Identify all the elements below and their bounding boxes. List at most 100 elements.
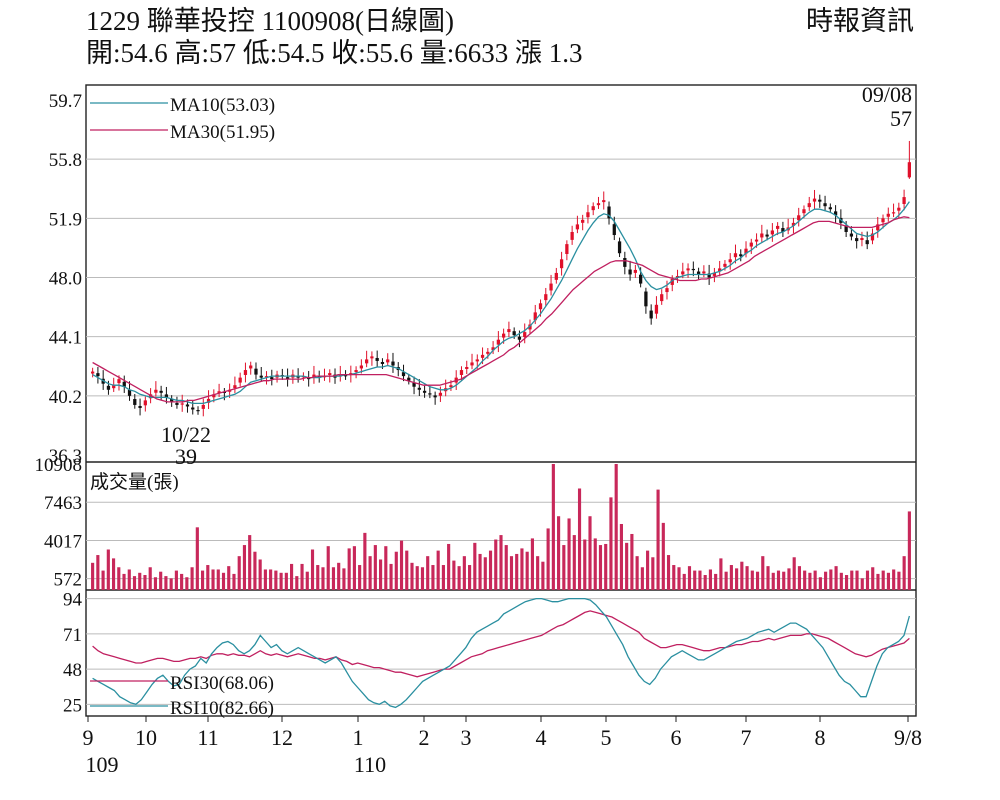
candle-body (517, 336, 522, 340)
candle-body (259, 375, 263, 378)
volume-bar (368, 556, 372, 590)
volume-bar (190, 567, 194, 590)
candle-body (133, 399, 137, 405)
month-label: 5 (601, 725, 612, 750)
volume-bar (855, 570, 859, 590)
volume-bar (651, 557, 655, 590)
volume-bar (619, 523, 623, 590)
volume-bar (405, 550, 409, 590)
candle-body (386, 359, 390, 363)
volume-bar (138, 572, 142, 590)
candle-body (465, 367, 469, 369)
volume-bar (782, 571, 786, 590)
candle-body (164, 394, 169, 398)
candle-body (897, 207, 901, 211)
candle-body (470, 362, 474, 366)
volume-bar (797, 566, 802, 590)
candle-body (212, 394, 216, 398)
volume-bar (321, 567, 325, 590)
volume-bar (420, 567, 425, 590)
volume-bar (536, 556, 540, 590)
candle-body (886, 213, 890, 217)
candle-body (565, 244, 569, 254)
volume-bar (625, 542, 629, 590)
candle-body (538, 303, 543, 310)
price-tick-label: 59.7 (49, 91, 82, 112)
candle-body (744, 248, 748, 254)
volume-bar (263, 569, 267, 590)
candle-body (417, 387, 421, 390)
volume-bar (907, 511, 911, 590)
volume-bar (473, 542, 477, 590)
volume-bar (567, 518, 571, 590)
price-tick-label: 51.9 (49, 209, 82, 230)
month-label: 3 (461, 725, 472, 750)
candle-body (776, 225, 780, 229)
candle-body (312, 374, 316, 378)
volume-bar (494, 539, 498, 590)
candle-body (512, 331, 516, 336)
candle-body (639, 274, 643, 284)
volume-bar (520, 548, 524, 590)
volume-bar (703, 575, 707, 590)
volume-bar (237, 556, 241, 590)
volume-bar (316, 565, 320, 590)
volume-bar (248, 535, 252, 590)
volume-bar (787, 568, 791, 590)
volume-bar (352, 546, 356, 590)
volume-bar (635, 556, 639, 590)
price-tick-label: 55.8 (49, 150, 82, 171)
legend-label: MA10(53.03) (170, 95, 275, 116)
candle-body (486, 351, 490, 354)
candle-body (459, 370, 464, 375)
volume-bar (399, 540, 404, 590)
volume-tick-label: 572 (54, 570, 83, 591)
rsi-legend-label: RSI10(82.66) (170, 698, 274, 719)
volume-bar (127, 569, 131, 590)
volume-bar (379, 559, 383, 590)
candle-body (791, 222, 796, 226)
volume-bar (295, 576, 299, 590)
volume-bar (755, 571, 760, 590)
volume-bar (269, 569, 273, 590)
month-label: 7 (741, 725, 752, 750)
candle-body (602, 200, 606, 203)
volume-bar (541, 561, 545, 590)
month-label: 6 (671, 725, 682, 750)
volume-bar (724, 571, 728, 590)
volume-bar (708, 569, 712, 590)
month-label: 2 (419, 725, 430, 750)
candle-body (343, 375, 348, 377)
volume-bar (509, 556, 514, 590)
volume-bar (148, 567, 152, 590)
volume-bar (310, 549, 315, 590)
candle-body (770, 230, 774, 235)
candle-body (143, 400, 147, 406)
candle-body (238, 377, 242, 383)
volume-bar (106, 549, 110, 590)
candle-body (354, 370, 358, 373)
price-tick-label: 44.1 (49, 328, 82, 349)
volume-bar (342, 568, 346, 590)
volume-bar (761, 556, 765, 590)
volume-bar (886, 572, 891, 590)
candle-body (122, 381, 126, 387)
volume-bar (897, 571, 901, 590)
candle-body (106, 385, 111, 390)
candle-body (670, 279, 674, 285)
volume-tick-label: 7463 (44, 493, 82, 514)
volume-bar (824, 571, 828, 590)
volume-bar (630, 533, 634, 590)
candle-body (607, 206, 611, 219)
volume-bar (839, 572, 843, 590)
volume-bar (426, 556, 430, 590)
volume-bar (373, 545, 377, 590)
candle-body (612, 224, 616, 236)
volume-bar (525, 551, 529, 590)
month-label: 10 (135, 725, 157, 750)
volume-bar (347, 548, 351, 590)
volume-bar (216, 569, 220, 590)
volume-bar (546, 528, 550, 590)
candle-body (217, 391, 221, 394)
candle-body (691, 268, 695, 271)
